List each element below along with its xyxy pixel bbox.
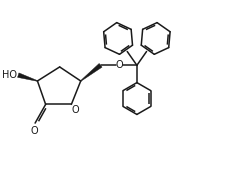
Text: O: O xyxy=(116,60,123,70)
Polygon shape xyxy=(80,64,102,81)
Text: O: O xyxy=(72,105,79,115)
Polygon shape xyxy=(18,73,37,81)
Text: HO: HO xyxy=(2,70,17,80)
Text: O: O xyxy=(31,126,38,136)
